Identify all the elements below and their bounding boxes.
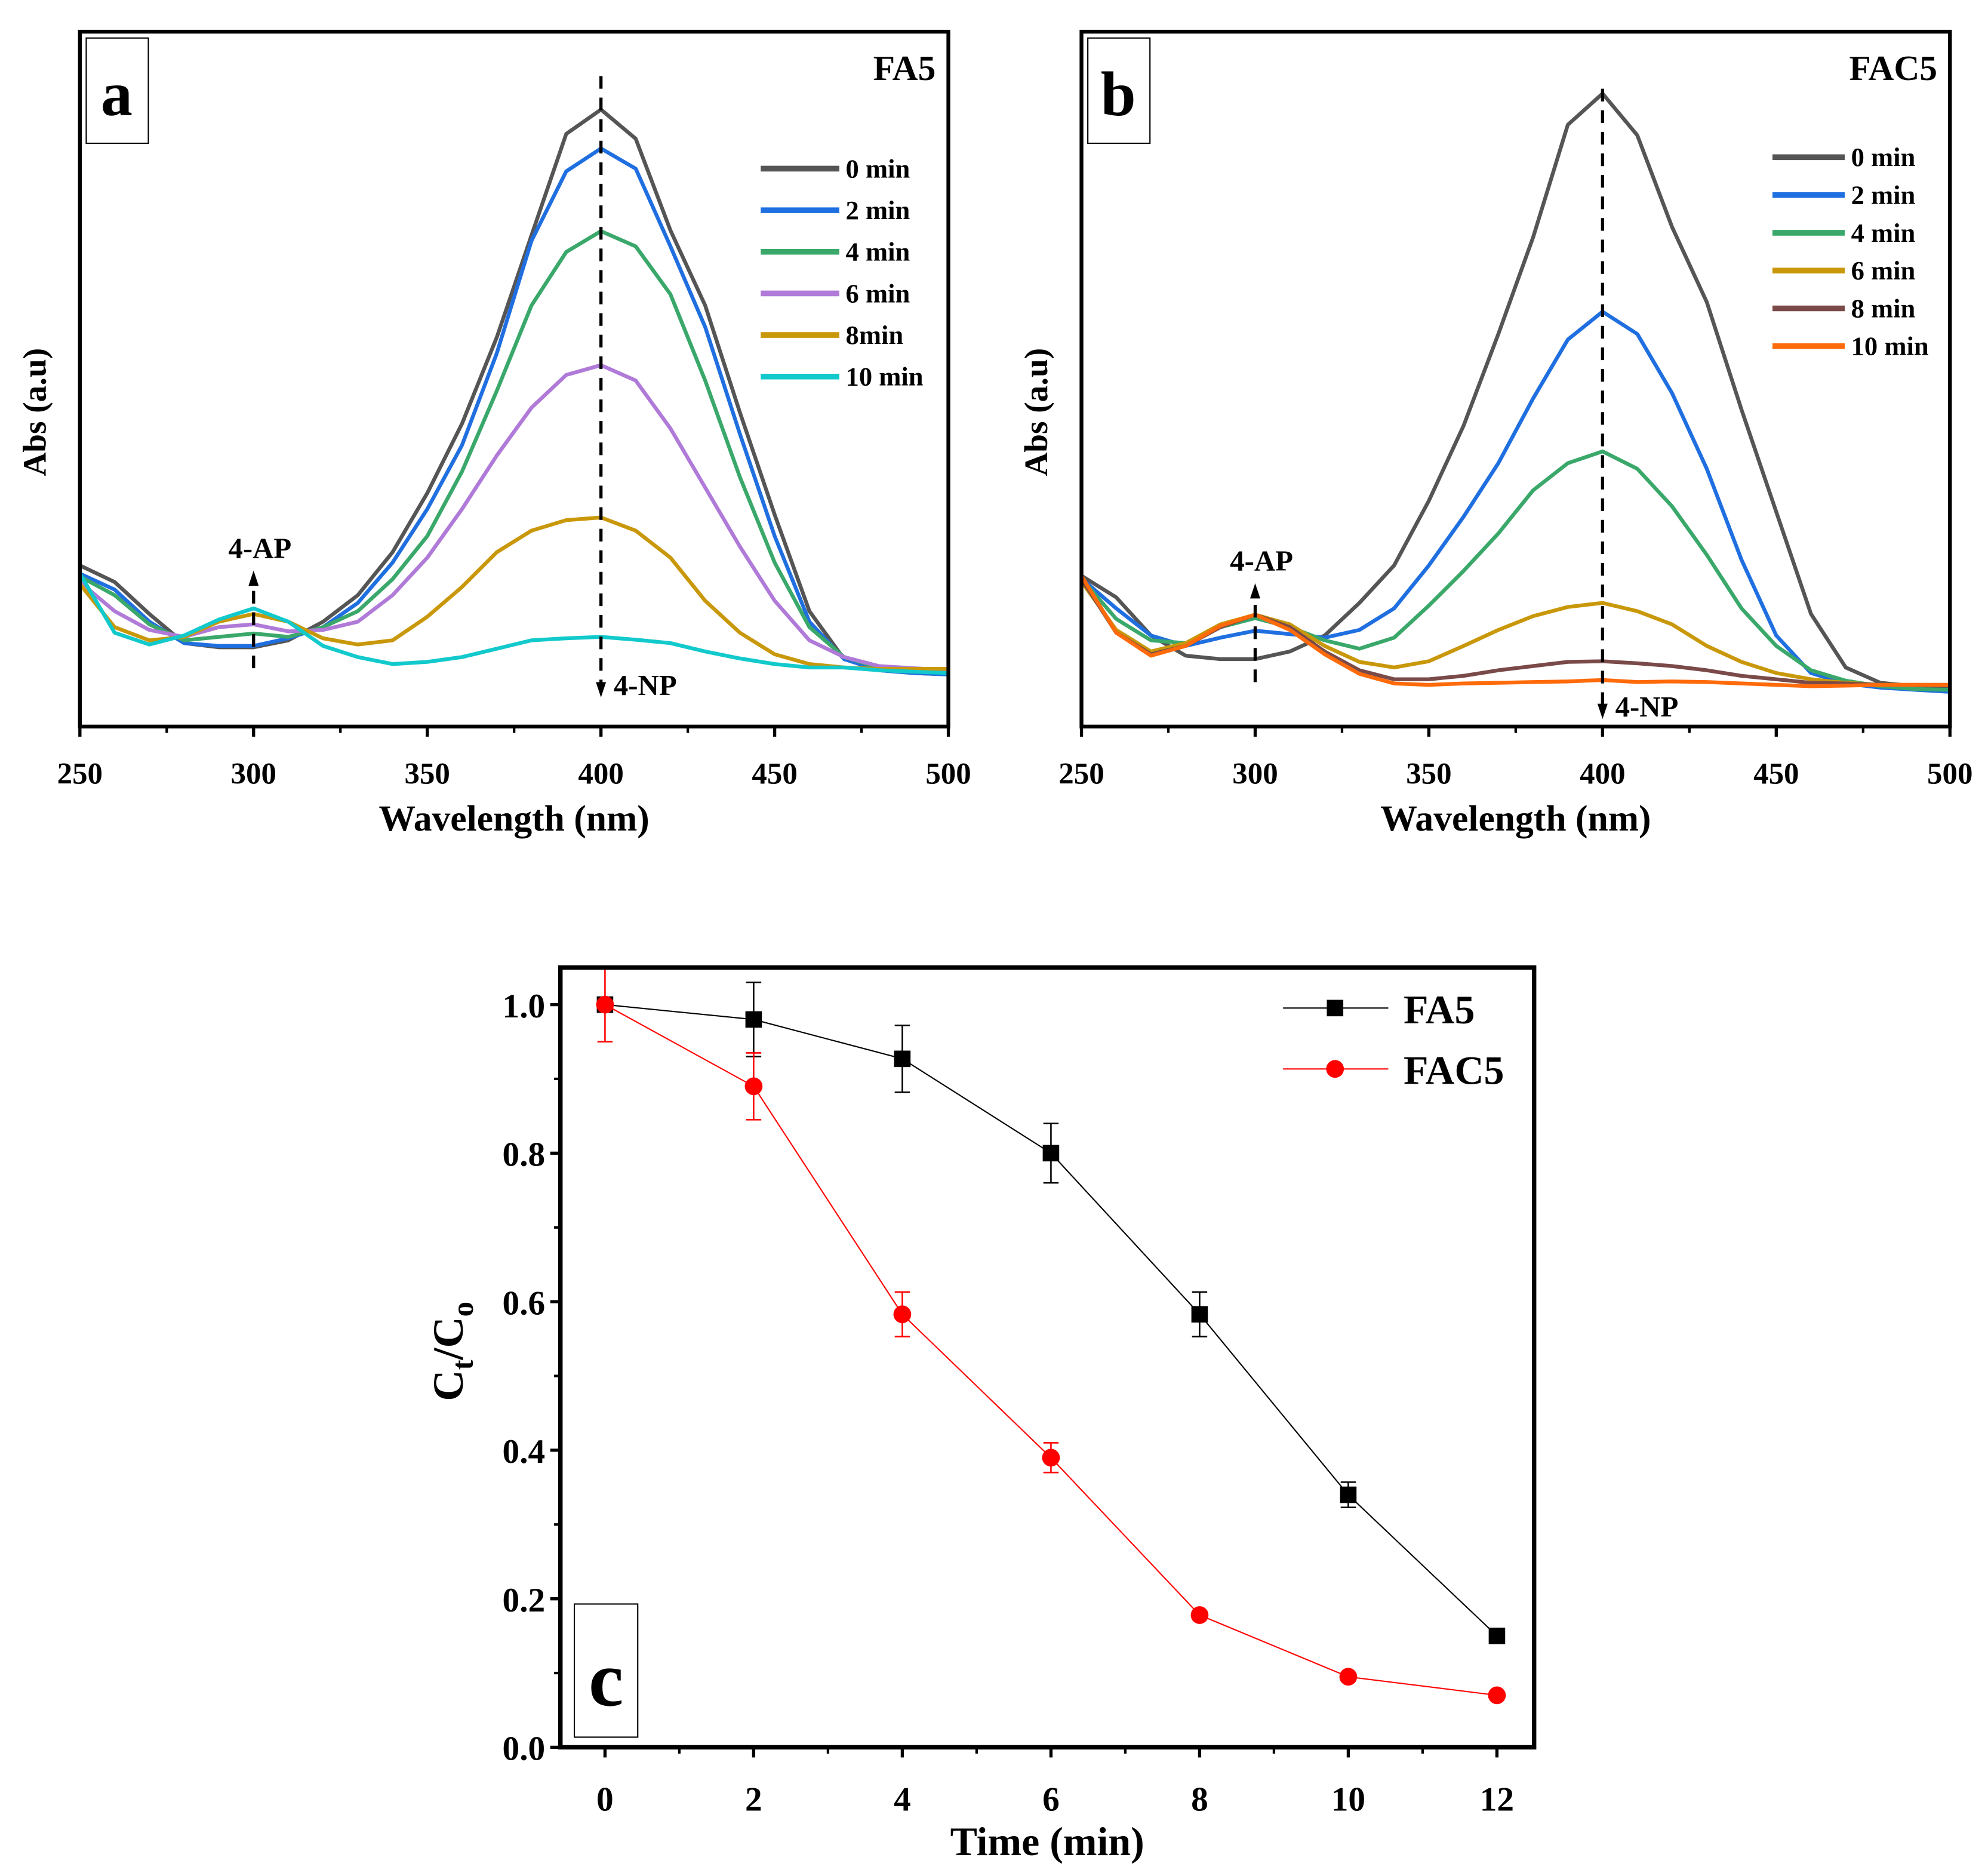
- x-tick-label: 450: [1753, 757, 1799, 791]
- arrow-down-icon: [596, 682, 607, 698]
- data-point-FAC5: [1488, 1686, 1506, 1705]
- x-tick-label: 500: [925, 757, 971, 791]
- annotation-4ap: 4-AP: [1230, 545, 1293, 577]
- x-tick-label: 350: [404, 757, 450, 791]
- series-line-10min: [1079, 574, 1950, 688]
- panel-a: 250 300 350 400 450 500 Wavelength (nm) Abs (a.…: [16, 29, 971, 839]
- data-point-FA5: [745, 1011, 762, 1028]
- x-tick-label: 450: [752, 757, 797, 791]
- panel-label: c: [589, 1636, 623, 1723]
- legend-entry: 10 min: [846, 362, 924, 392]
- legend-entry: 4 min: [846, 237, 910, 267]
- plot-frame: [558, 965, 1537, 1750]
- data-point-FA5: [1042, 1145, 1060, 1162]
- x-tick-label: 250: [1058, 757, 1104, 791]
- x-tick-label: 4: [894, 1781, 911, 1819]
- x-tick-label: 2: [745, 1781, 762, 1819]
- sample-label: FA5: [873, 48, 936, 88]
- legend-entry: 8min: [846, 320, 904, 350]
- panel-label-box: [1087, 37, 1151, 144]
- series-line-FA5: [605, 1004, 1498, 1637]
- legend-entry: 0 min: [1851, 142, 1916, 172]
- data-point-FA5: [1488, 1628, 1506, 1644]
- x-axis-title: Wavelength (nm): [1380, 798, 1651, 839]
- y-axis-title-part: C: [424, 1370, 472, 1401]
- y-tick-label: 0.2: [503, 1582, 546, 1619]
- legend-entry: 10 min: [1851, 331, 1929, 361]
- series-line-2min: [1080, 309, 1950, 694]
- sample-label: FAC5: [1849, 48, 1938, 88]
- data-point-FA5: [894, 1050, 911, 1068]
- arrow-down-icon: [1597, 703, 1608, 719]
- legend-marker: [1327, 999, 1344, 1017]
- panel-label-box: [573, 1603, 639, 1738]
- series-line-FAC5: [604, 1004, 1497, 1696]
- x-tick-label: 300: [1232, 757, 1278, 791]
- data-point-FA5: [1191, 1306, 1208, 1323]
- data-point-FAC5: [893, 1305, 912, 1324]
- x-tick-label: 6: [1042, 1781, 1060, 1819]
- data-point-FAC5: [1190, 1606, 1209, 1624]
- series-line-4min: [1080, 449, 1950, 692]
- legend-entry: 6 min: [846, 278, 910, 308]
- series-line-2min: [79, 146, 949, 676]
- x-tick-label: 12: [1480, 1781, 1514, 1819]
- x-tick-label: 400: [1580, 757, 1625, 791]
- data-point-FAC5: [744, 1077, 763, 1096]
- x-axis-title: Wavelength (nm): [379, 798, 650, 839]
- x-axis-title: Time (min): [950, 1819, 1144, 1864]
- x-tick-label: 350: [1406, 757, 1451, 791]
- y-axis-title: Abs (a.u): [1018, 348, 1054, 476]
- legend-marker: [1326, 1060, 1344, 1078]
- legend-entry: 2 min: [846, 195, 910, 225]
- annotation-4np: 4-NP: [614, 669, 677, 702]
- panel-label: b: [1101, 59, 1136, 129]
- series-line-0min: [79, 107, 949, 676]
- series-line-10min: [78, 573, 949, 675]
- legend-entry: 8 min: [1851, 293, 1916, 323]
- x-tick-label: 400: [578, 757, 623, 791]
- legend-entry: 4 min: [1851, 218, 1916, 248]
- y-tick-label: 1.0: [503, 988, 546, 1025]
- annotation-4np: 4-NP: [1615, 690, 1679, 723]
- data-point-FAC5: [1042, 1448, 1060, 1467]
- legend-entry: 0 min: [846, 153, 910, 183]
- panel-c: 0 2 4 6 8 10 12 0.0 0.2 0.4 0.6 0.8 1.0 Time (min) Ct/…: [424, 965, 1537, 1864]
- y-axis-title-part: o: [447, 1302, 480, 1317]
- series-line-6min: [78, 363, 949, 672]
- legend-entry: FAC5: [1404, 1048, 1504, 1093]
- annotation-4ap: 4-AP: [229, 531, 292, 564]
- legend-entry: 2 min: [1851, 180, 1916, 210]
- data-point-FAC5: [596, 995, 614, 1014]
- x-tick-label: 300: [231, 757, 276, 791]
- y-axis-title: Ct/Co: [424, 1302, 480, 1401]
- y-axis-title-part: t: [447, 1360, 480, 1370]
- x-tick-label: 8: [1191, 1781, 1208, 1819]
- series-line-4min: [79, 229, 949, 675]
- y-tick-label: 0.6: [503, 1284, 546, 1322]
- x-tick-label: 0: [596, 1781, 614, 1819]
- panel-label: a: [101, 59, 133, 129]
- legend-entry: 6 min: [1851, 256, 1916, 285]
- data-point-FA5: [1340, 1486, 1357, 1503]
- y-tick-label: 0.8: [503, 1136, 546, 1174]
- x-tick-label: 250: [57, 757, 103, 791]
- x-tick-label: 10: [1331, 1781, 1365, 1819]
- y-axis-title: Abs (a.u): [16, 348, 53, 476]
- panel-b: 250 300 350 400 450 500 Wavelength (nm) Abs (a.…: [1018, 29, 1972, 839]
- panel-label-box: [85, 37, 149, 144]
- y-tick-label: 0.4: [503, 1433, 546, 1471]
- y-axis-title-part: /C: [424, 1317, 472, 1360]
- series-line-0min: [1080, 91, 1950, 691]
- series-line-8min: [78, 515, 949, 671]
- x-tick-label: 500: [1927, 757, 1972, 791]
- legend-entry: FA5: [1404, 987, 1475, 1032]
- arrow-up-icon: [248, 570, 259, 586]
- y-tick-label: 0.0: [503, 1730, 546, 1768]
- data-point-FAC5: [1339, 1668, 1358, 1686]
- arrow-up-icon: [1250, 583, 1260, 599]
